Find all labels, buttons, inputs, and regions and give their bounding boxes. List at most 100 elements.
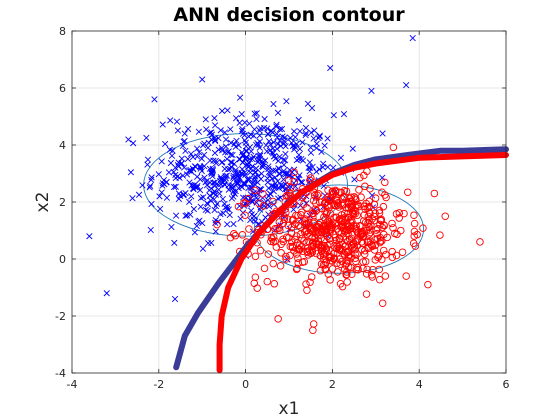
o-marker xyxy=(260,264,269,273)
x-marker xyxy=(273,130,280,137)
o-marker xyxy=(271,224,279,233)
x-marker xyxy=(232,169,239,176)
x-marker xyxy=(212,157,220,164)
x-marker xyxy=(269,175,276,183)
o-marker xyxy=(397,226,405,235)
x-marker xyxy=(259,161,267,168)
o-marker xyxy=(263,277,272,286)
x-marker xyxy=(319,164,326,171)
o-marker xyxy=(436,231,444,239)
o-marker xyxy=(292,232,301,240)
o-marker xyxy=(364,219,372,227)
x-marker xyxy=(316,166,323,173)
x-marker xyxy=(277,181,285,189)
x-marker xyxy=(232,166,239,174)
o-marker xyxy=(251,186,259,195)
o-marker xyxy=(324,195,332,204)
x-marker xyxy=(409,35,416,42)
x-marker xyxy=(288,169,296,176)
o-marker xyxy=(335,255,344,264)
x-marker xyxy=(201,140,208,147)
x-marker xyxy=(258,170,265,177)
x-marker xyxy=(184,155,191,163)
chart-title: ANN decision contour xyxy=(173,4,405,26)
x-marker xyxy=(238,111,245,118)
o-marker xyxy=(259,190,267,198)
o-marker xyxy=(379,246,388,255)
x-marker xyxy=(368,192,376,199)
x-marker xyxy=(219,195,226,203)
y-axis-label: x2 xyxy=(33,192,53,213)
o-marker xyxy=(353,237,361,245)
x-marker xyxy=(302,130,310,137)
x-marker xyxy=(282,157,289,164)
x-marker xyxy=(242,139,249,146)
o-marker xyxy=(297,211,305,219)
o-marker xyxy=(371,194,380,202)
x-marker xyxy=(230,220,237,228)
x-marker xyxy=(242,171,249,179)
x-marker xyxy=(291,143,299,151)
o-marker xyxy=(295,241,304,250)
x-marker xyxy=(241,119,248,126)
x-marker xyxy=(228,159,236,166)
o-marker xyxy=(335,234,343,243)
o-marker xyxy=(325,253,333,262)
x-marker xyxy=(238,170,245,177)
x-marker xyxy=(211,206,218,214)
x-marker xyxy=(270,183,277,190)
o-marker xyxy=(358,232,367,241)
o-marker xyxy=(269,238,278,246)
x-marker xyxy=(302,124,310,131)
y-tick-label: 8 xyxy=(59,25,66,38)
o-marker xyxy=(230,230,238,238)
o-marker xyxy=(288,242,296,251)
x-marker xyxy=(201,151,208,158)
o-marker xyxy=(378,223,387,232)
o-marker xyxy=(359,258,367,266)
x-marker xyxy=(243,160,251,168)
o-marker xyxy=(351,254,360,263)
x-marker xyxy=(103,290,110,297)
x-marker xyxy=(403,82,410,89)
o-marker xyxy=(371,256,380,264)
x-marker xyxy=(290,128,298,135)
y-tick-label: -2 xyxy=(55,310,66,323)
x-marker xyxy=(235,142,242,149)
o-marker xyxy=(352,257,360,266)
x-marker xyxy=(308,104,316,112)
x-marker xyxy=(208,129,215,136)
x-marker xyxy=(224,107,231,114)
x-marker xyxy=(241,169,248,176)
o-marker xyxy=(342,271,350,279)
x-marker xyxy=(264,131,272,138)
o-marker xyxy=(430,189,439,198)
x-marker xyxy=(249,155,256,163)
o-marker xyxy=(389,224,397,232)
o-marker xyxy=(329,187,337,196)
decision-boundaries xyxy=(173,146,509,374)
x-marker xyxy=(143,134,150,141)
x-marker xyxy=(168,152,176,159)
x-marker xyxy=(218,107,226,115)
x-marker xyxy=(340,110,348,118)
x-marker xyxy=(293,140,300,148)
x-marker xyxy=(217,211,224,218)
x-marker xyxy=(224,221,231,228)
x-marker xyxy=(167,117,174,124)
x-marker xyxy=(265,165,272,173)
o-marker xyxy=(338,223,346,232)
x-marker xyxy=(265,163,272,170)
o-marker xyxy=(353,211,361,220)
x-marker xyxy=(211,122,219,129)
o-marker xyxy=(402,272,410,280)
o-marker xyxy=(241,211,249,220)
x-marker xyxy=(156,193,163,200)
o-marker xyxy=(234,202,243,211)
o-marker xyxy=(308,248,317,257)
x-marker xyxy=(287,134,294,142)
x-marker xyxy=(146,184,153,191)
o-marker xyxy=(269,259,277,268)
o-marker xyxy=(274,315,282,323)
o-marker xyxy=(238,231,247,239)
